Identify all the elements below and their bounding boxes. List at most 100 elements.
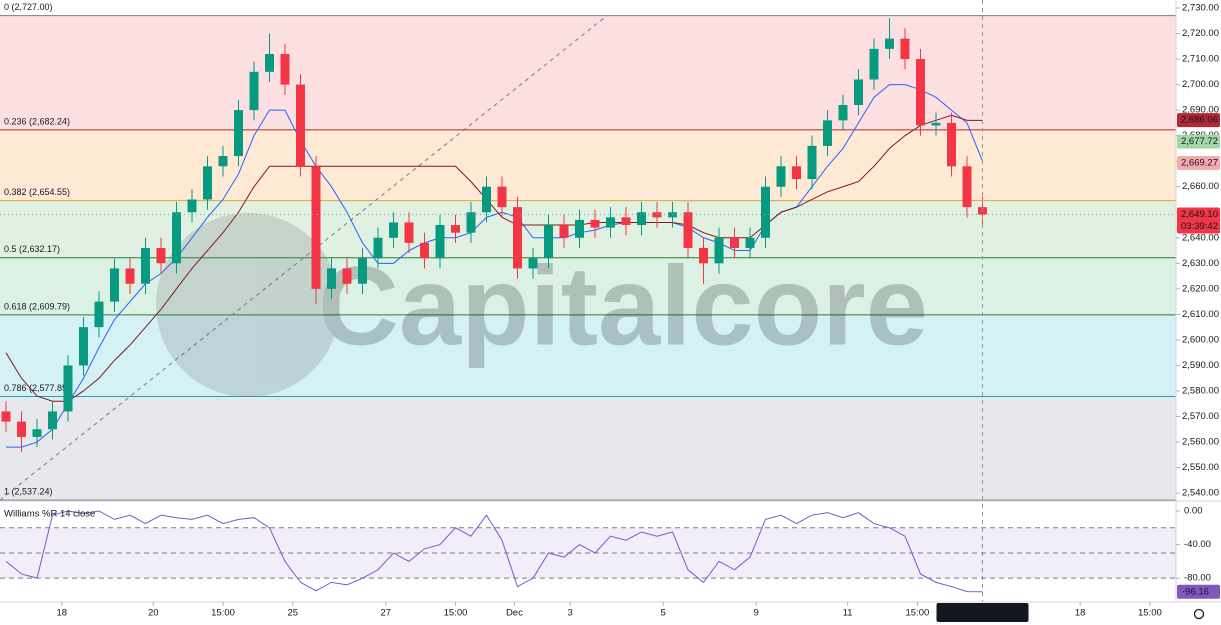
- candle-body: [63, 365, 73, 412]
- x-tick-label: 25: [287, 608, 298, 619]
- x-tick-label: 27: [380, 608, 391, 619]
- fib-band: [0, 257, 1176, 315]
- price-tag: [1177, 134, 1220, 149]
- fib-band: [0, 314, 1176, 397]
- price-tag-label: 2,669.27: [1181, 158, 1218, 169]
- candle-body: [807, 145, 817, 180]
- candle-body: [885, 38, 894, 49]
- x-tick-label: 20: [148, 608, 159, 619]
- wr-tick-label: 0.00: [1184, 506, 1203, 517]
- candle-body: [962, 166, 972, 208]
- candle-body: [869, 48, 879, 80]
- indicator-line: [5, 114, 983, 402]
- candle-body: [528, 258, 538, 269]
- x-tick-label: 15:00: [211, 608, 235, 619]
- crosshair-time: 23:00: [1002, 608, 1026, 619]
- candle-body: [389, 222, 398, 238]
- price-axis: [1176, 0, 1221, 625]
- candle-body: [203, 166, 212, 200]
- candle-body: [482, 186, 491, 213]
- crosshair-date-box: [936, 603, 1029, 622]
- candle-body: [17, 421, 26, 437]
- candle-body: [342, 268, 352, 284]
- fib-label: 0.382 (2,654.55): [4, 187, 70, 197]
- candle-body: [404, 222, 414, 243]
- candle-body: [249, 71, 259, 111]
- candle-body: [296, 84, 305, 167]
- candle-body: [513, 207, 522, 269]
- x-tick-label: 15:00: [1138, 608, 1162, 619]
- y-tick-label: 2,660.00: [1182, 181, 1219, 192]
- wr-tag: [1177, 584, 1220, 599]
- candle-body: [776, 166, 786, 187]
- candle-body: [621, 217, 631, 226]
- price-tag: [1177, 156, 1220, 171]
- candle-body: [311, 166, 321, 289]
- y-tick-label: 2,630.00: [1182, 258, 1219, 269]
- candle-body: [823, 120, 832, 146]
- candle-body: [234, 110, 243, 157]
- candle-body: [156, 247, 166, 264]
- candle-body: [916, 59, 925, 126]
- price-tag-label: 2,649.10: [1181, 209, 1218, 220]
- candle-body: [559, 225, 569, 238]
- candle-body: [900, 38, 910, 60]
- x-tick-label: 15:00: [444, 608, 468, 619]
- candle-body: [683, 212, 693, 248]
- x-tick-label: 5: [661, 608, 666, 619]
- y-tick-label: 2,580.00: [1182, 385, 1219, 396]
- candle-body: [544, 225, 553, 259]
- price-tag: [1177, 207, 1220, 234]
- watermark: Capitalcore: [156, 213, 928, 397]
- candle-body: [141, 247, 150, 284]
- price-tag-sublabel: 03:39:42: [1181, 221, 1218, 232]
- fib-trendline: [0, 15, 608, 501]
- y-tick-label: 2,710.00: [1182, 54, 1219, 65]
- price-tag-label: 2,677.72: [1181, 136, 1218, 147]
- wr-line: [5, 510, 983, 593]
- fib-band: [0, 15, 1176, 130]
- x-tick-label: 15:00: [906, 608, 930, 619]
- candle-body: [947, 122, 956, 167]
- fib-label: 1 (2,537.24): [4, 487, 53, 497]
- y-tick-label: 2,560.00: [1182, 437, 1219, 448]
- y-tick-label: 2,720.00: [1182, 28, 1219, 39]
- candle-body: [637, 212, 646, 226]
- candle-body: [451, 225, 460, 233]
- y-tick-label: 2,730.00: [1182, 3, 1219, 14]
- candle-body: [420, 242, 429, 259]
- candle-body: [606, 217, 615, 228]
- settings-icon[interactable]: [1193, 608, 1205, 620]
- candle-body: [435, 225, 445, 259]
- y-tick-label: 2,600.00: [1182, 334, 1219, 345]
- candle-body: [699, 247, 708, 264]
- y-tick-label: 2,690.00: [1182, 105, 1219, 116]
- candle-body: [466, 212, 476, 233]
- x-tick-label: 9: [754, 608, 759, 619]
- watermark-logo: [156, 213, 340, 397]
- wr-title: Williams %R 14 close: [4, 509, 95, 520]
- candle-body: [714, 237, 724, 264]
- watermark-text: Capitalcore: [318, 244, 928, 369]
- candle-body: [187, 199, 197, 213]
- candle-body: [745, 237, 755, 248]
- x-tick-label: 3: [568, 608, 573, 619]
- candle-body: [1, 411, 11, 422]
- candle-body: [838, 105, 848, 121]
- candle-body: [125, 268, 135, 284]
- x-tick-label: 11: [843, 608, 853, 619]
- candle-body: [110, 268, 119, 302]
- fib-band: [0, 129, 1176, 201]
- candle-body: [327, 268, 336, 289]
- candle-body: [590, 219, 600, 228]
- wr-tag-label: -96.16: [1182, 586, 1209, 597]
- price-tag: [1177, 113, 1220, 128]
- y-tick-label: 2,540.00: [1182, 488, 1219, 499]
- candle-body: [497, 186, 507, 208]
- x-tick-label: 18: [1075, 608, 1086, 619]
- candle-body: [32, 429, 42, 437]
- candle-body: [172, 212, 181, 264]
- fib-label: 0.236 (2,682.24): [4, 116, 70, 126]
- wr-tick-label: -80.00: [1184, 573, 1211, 584]
